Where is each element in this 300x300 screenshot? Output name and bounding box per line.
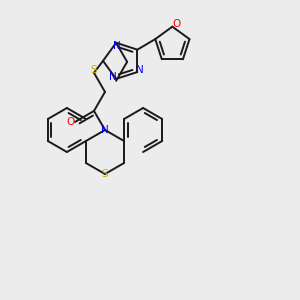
Text: S: S — [91, 65, 97, 75]
Text: N: N — [101, 125, 109, 135]
Text: N: N — [109, 72, 117, 82]
Text: O: O — [172, 19, 181, 29]
Text: N: N — [113, 41, 121, 51]
Text: S: S — [102, 169, 108, 179]
Text: O: O — [67, 117, 75, 127]
Text: N: N — [136, 65, 144, 75]
